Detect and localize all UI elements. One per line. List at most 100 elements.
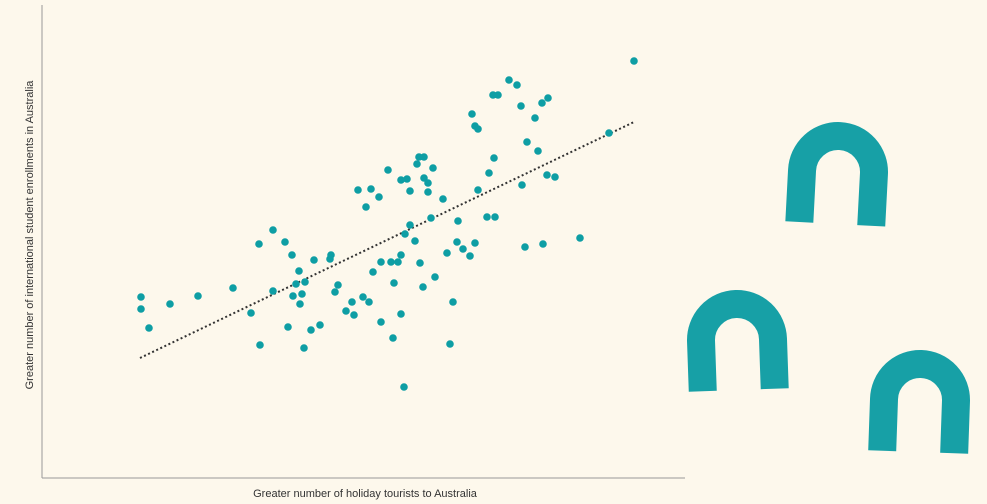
data-point [331,288,339,296]
data-point [289,292,297,300]
data-point [377,318,385,326]
data-point [517,102,525,110]
data-point [424,188,432,196]
data-point [300,344,308,352]
data-point [485,169,493,177]
data-point [420,153,428,161]
data-point [284,323,292,331]
data-point [389,334,397,342]
data-point [419,283,427,291]
data-point [387,258,395,266]
data-point [439,195,447,203]
data-point [449,298,457,306]
data-point [281,238,289,246]
data-point [334,281,342,289]
data-point [513,81,521,89]
data-point [605,129,613,137]
data-point [474,125,482,133]
data-point [534,147,542,155]
data-point [453,238,461,246]
data-point [375,193,383,201]
trend-line [139,121,635,359]
data-point [454,217,462,225]
data-point [397,176,405,184]
data-point [342,307,350,315]
data-point [544,94,552,102]
data-point [350,311,358,319]
data-point [494,91,502,99]
data-point [474,186,482,194]
data-point [296,300,304,308]
data-point [359,293,367,301]
data-point [348,298,356,306]
data-point [413,160,421,168]
data-point [269,226,277,234]
data-point [377,258,385,266]
data-point [256,341,264,349]
data-point [145,324,153,332]
data-point [466,252,474,260]
data-point [543,171,551,179]
data-point [576,234,584,242]
data-point [490,154,498,162]
decoration [687,122,970,454]
data-point [288,251,296,259]
data-point [394,258,402,266]
data-point [551,173,559,181]
data-point [354,186,362,194]
data-point [292,280,300,288]
data-point [390,279,398,287]
data-point [166,300,174,308]
data-point [431,273,439,281]
data-point [255,240,263,248]
data-point [429,164,437,172]
data-point [416,259,424,267]
data-point [137,305,145,313]
data-point [406,187,414,195]
data-point [406,221,414,229]
data-point [424,179,432,187]
data-point [295,267,303,275]
data-point [401,230,409,238]
data-point [630,57,638,65]
data-point [384,166,392,174]
data-point [523,138,531,146]
data-point [316,321,324,329]
data-point [298,290,306,298]
data-point [137,293,145,301]
data-point [400,383,408,391]
data-point [539,240,547,248]
magnet-icon [868,350,970,454]
data-point [446,340,454,348]
data-point [307,326,315,334]
data-point [269,287,277,295]
data-point [459,245,467,253]
data-point [538,99,546,107]
data-point [327,251,335,259]
data-point [301,278,309,286]
data-point [521,243,529,251]
magnet-icon [687,290,789,392]
data-point [531,114,539,122]
data-point [229,284,237,292]
data-point [427,214,435,222]
data-point [367,185,375,193]
data-point [365,298,373,306]
data-point [443,249,451,257]
data-point [483,213,491,221]
data-point [471,239,479,247]
data-point [468,110,476,118]
data-point [397,251,405,259]
data-point [518,181,526,189]
y-axis-label: Greater number of international student … [24,80,36,390]
data-point [397,310,405,318]
data-point [403,175,411,183]
data-point [310,256,318,264]
data-point [411,237,419,245]
x-axis-label: Greater number of holiday tourists to Au… [253,488,478,500]
data-point [369,268,377,276]
data-point [505,76,513,84]
data-point [491,213,499,221]
